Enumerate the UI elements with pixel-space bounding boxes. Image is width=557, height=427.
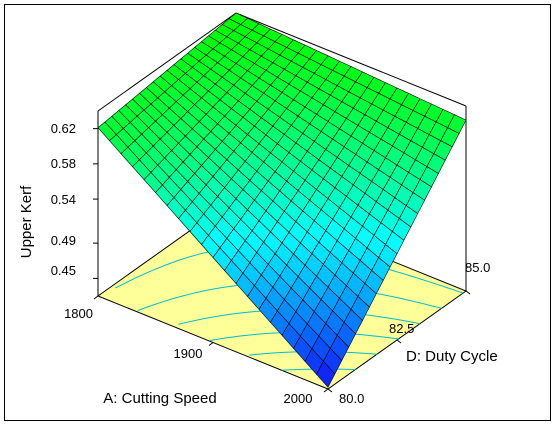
x-tick-label: 1900 <box>174 346 203 361</box>
x-tick-mark <box>93 295 99 300</box>
y-tick-label: 82.5 <box>389 321 414 336</box>
x-axis-label: A: Cutting Speed <box>103 390 216 407</box>
y-tick-mark <box>465 290 471 295</box>
box-edge <box>235 12 467 107</box>
y-tick-mark <box>396 339 402 344</box>
y-tick-label: 80.0 <box>339 391 364 406</box>
x-tick-mark <box>323 388 329 393</box>
z-axis-ticks: 0.45 0.49 0.54 0.58 0.62 <box>51 121 76 278</box>
y-tick-mark <box>327 388 333 393</box>
x-tick-label: 1800 <box>64 306 93 321</box>
y-axis-label: D: Duty Cycle <box>406 348 498 365</box>
x-tick-mark <box>208 342 214 346</box>
z-tick-label: 0.58 <box>51 156 76 171</box>
x-axis-ticks: 1800 1900 2000 <box>64 306 312 406</box>
z-axis-label: Upper Kerf <box>18 185 35 258</box>
box-edge <box>97 12 237 112</box>
z-tick-label: 0.62 <box>51 121 76 136</box>
x-tick-label: 2000 <box>284 391 313 406</box>
surface-cell <box>316 360 336 388</box>
y-axis-ticks: 80.0 82.5 85.0 <box>339 260 490 406</box>
y-tick-label: 85.0 <box>465 260 490 275</box>
response-surface <box>97 12 467 388</box>
z-tick-label: 0.49 <box>51 233 76 248</box>
z-tick-label: 0.45 <box>51 263 76 278</box>
z-tick-label: 0.54 <box>51 192 76 207</box>
